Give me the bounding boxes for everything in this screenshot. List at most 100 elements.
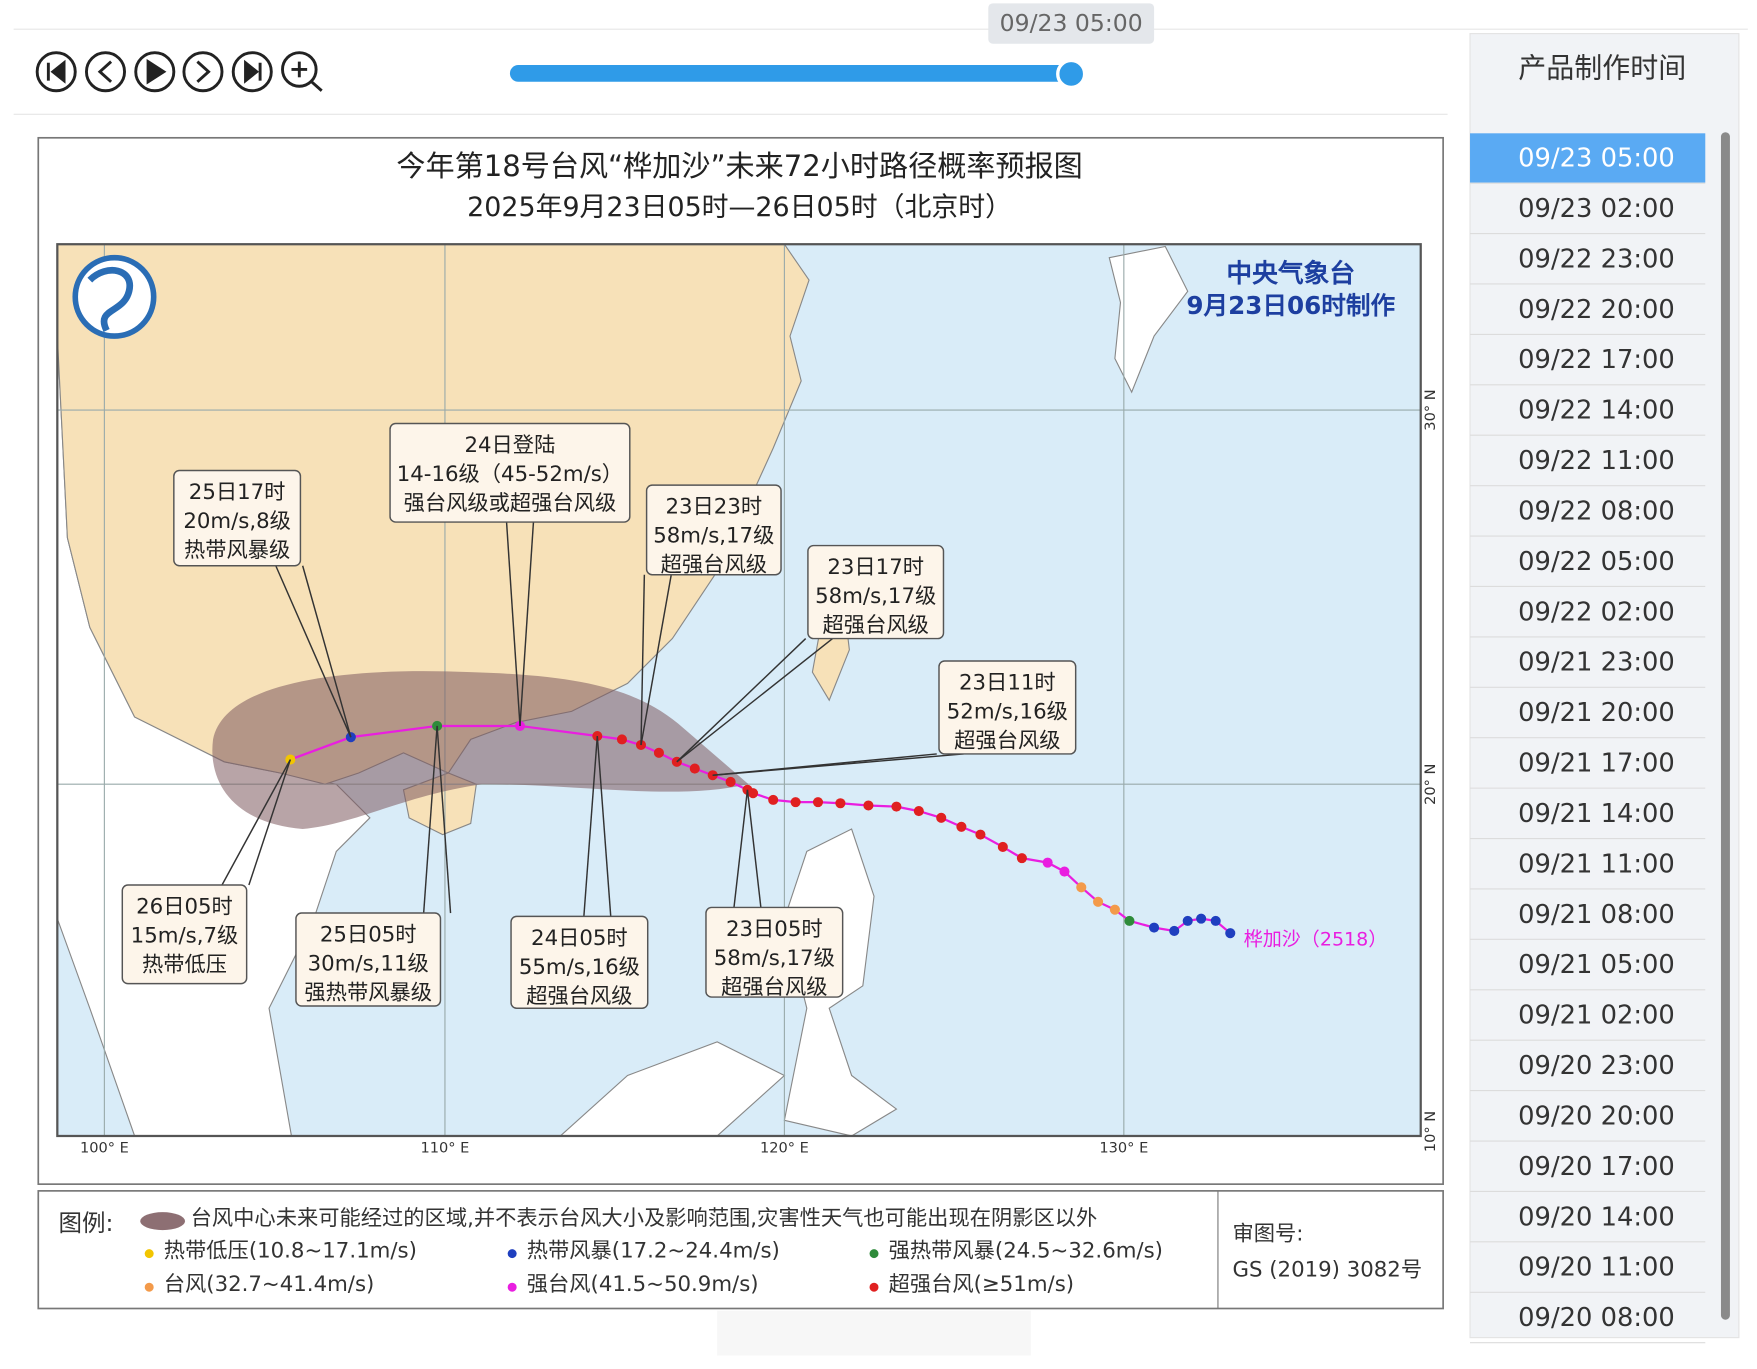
slider-handle[interactable]: [1056, 58, 1087, 90]
callout-box: [389, 422, 631, 523]
callout-text: 15m/s,7级: [131, 924, 239, 949]
time-item-label: 09/21 14:00: [1518, 799, 1675, 829]
time-item[interactable]: 09/22 08:00: [1470, 496, 1706, 537]
lat-label: 30° N: [1422, 389, 1439, 430]
callout-text: 20m/s,8级: [183, 509, 291, 534]
logo-mark: [87, 267, 134, 332]
time-item[interactable]: 09/20 17:00: [1470, 1152, 1706, 1192]
callout-text: 强热带风暴级: [304, 981, 432, 1006]
callout: 24日登陆 14-16级（45-52m/s） 强台风级或超强台风级: [389, 422, 631, 726]
time-item-label: 09/22 14:00: [1518, 396, 1675, 426]
callout-box: [295, 912, 442, 1007]
callout-pointer: [221, 759, 291, 886]
next-button[interactable]: [182, 51, 224, 93]
time-item[interactable]: 09/23 05:00: [1470, 133, 1706, 184]
play-button[interactable]: [134, 51, 176, 93]
legend-dot: [507, 1282, 517, 1292]
approval-label: 审图号:: [1233, 1222, 1304, 1247]
time-item[interactable]: 09/22 23:00: [1470, 244, 1706, 285]
time-item[interactable]: 09/22 11:00: [1470, 446, 1706, 487]
legend-title: 图例:: [58, 1209, 113, 1237]
callout-text: 24日登陆: [464, 433, 555, 458]
time-item[interactable]: 09/22 02:00: [1470, 597, 1706, 638]
time-item[interactable]: 09/20 23:00: [1470, 1051, 1706, 1092]
callout-box: [173, 469, 302, 567]
legend-box: [37, 1190, 1444, 1310]
time-item[interactable]: 09/22 14:00: [1470, 396, 1706, 436]
callout-pointer: [583, 735, 599, 917]
legend-levels: 热带低压(10.8~17.1m/s) 热带风暴(17.2~24.4m/s) 强热带风…: [144, 1238, 1163, 1297]
scrollbar[interactable]: [1720, 132, 1730, 1320]
time-item[interactable]: 09/21 05:00: [1470, 950, 1706, 991]
time-item[interactable]: 09/21 14:00: [1470, 799, 1706, 840]
track: [285, 720, 1236, 939]
callout-pointer: [436, 725, 452, 914]
track-point: [1169, 925, 1180, 937]
legend-level: 超强台风(≥51m/s): [889, 1272, 1075, 1297]
lon-label: 100° E: [80, 1139, 129, 1156]
track-point: [1109, 904, 1120, 915]
time-item[interactable]: 09/21 02:00: [1470, 1001, 1706, 1041]
time-item[interactable]: 09/22 17:00: [1470, 345, 1706, 386]
time-item[interactable]: 09/20 11:00: [1470, 1253, 1706, 1293]
callout-text: 24日05时: [531, 926, 628, 951]
track-point: [1124, 915, 1135, 926]
time-item[interactable]: 09/20 20:00: [1470, 1101, 1706, 1142]
time-item[interactable]: 09/23 02:00: [1470, 194, 1706, 235]
track-point: [1093, 896, 1104, 907]
callout-text: 23日11时: [959, 670, 1056, 695]
time-item[interactable]: 09/20 08:00: [1470, 1303, 1706, 1344]
track-point: [975, 829, 986, 840]
callout-pointer: [712, 753, 964, 776]
callout-text: 25日05时: [320, 922, 417, 947]
time-list: 09/23 05:00 09/23 02:00 09/22 23:00 09/22 2…: [1470, 133, 1706, 1344]
map-subtitle: 2025年9月23日05时—26日05时（北京时）: [467, 192, 1012, 223]
time-item[interactable]: 09/20 14:00: [1470, 1202, 1706, 1243]
lat-label: 20° N: [1422, 764, 1439, 805]
time-item[interactable]: 09/22 05:00: [1470, 547, 1706, 588]
time-item-label: 09/21 20:00: [1518, 698, 1675, 728]
time-item[interactable]: 09/21 17:00: [1470, 749, 1706, 789]
time-item-label: 09/20 08:00: [1518, 1303, 1675, 1333]
time-item-label: 09/22 02:00: [1518, 597, 1675, 627]
track-point: [1225, 928, 1236, 939]
track-point: [1042, 857, 1053, 868]
time-item[interactable]: 09/22 20:00: [1470, 295, 1706, 335]
callout-text: 55m/s,16级: [519, 955, 640, 980]
time-item-label: 09/22 23:00: [1518, 244, 1675, 274]
track-point: [936, 812, 947, 823]
callout-text: 23日05时: [726, 917, 823, 942]
legend-level: 强台风(41.5~50.9m/s): [527, 1272, 759, 1297]
last-button[interactable]: [231, 51, 273, 93]
prev-button[interactable]: [84, 51, 126, 93]
time-item[interactable]: 09/21 20:00: [1470, 698, 1706, 739]
time-item[interactable]: 09/21 23:00: [1470, 648, 1706, 688]
callout-pointer: [733, 789, 749, 908]
legend-level: 强热带风暴(24.5~32.6m/s): [889, 1238, 1163, 1263]
callout-text: 30m/s,11级: [308, 952, 429, 977]
callout-pointer: [275, 565, 352, 738]
track-point: [1149, 922, 1160, 933]
time-item-label: 09/22 05:00: [1518, 547, 1675, 577]
track-point: [1196, 913, 1207, 924]
time-item-label: 09/23 02:00: [1518, 194, 1675, 224]
callout-text: 26日05时: [136, 894, 233, 919]
zoom-button[interactable]: [281, 51, 323, 92]
callout-pointer: [519, 522, 535, 726]
track-point: [835, 798, 846, 809]
first-button[interactable]: [35, 51, 77, 93]
time-item[interactable]: 09/21 11:00: [1470, 849, 1706, 890]
callout-text: 强台风级或超强台风级: [404, 491, 617, 516]
callout-box: [510, 915, 649, 1009]
time-item[interactable]: 09/21 08:00: [1470, 900, 1706, 940]
probability-cone: [212, 671, 749, 830]
slider-track[interactable]: [509, 64, 1071, 82]
callout-text: 14-16级（45-52m/s）: [397, 462, 623, 487]
approval-number: GS (2019) 3082号: [1233, 1257, 1423, 1282]
time-item-label: 09/21 08:00: [1518, 900, 1675, 930]
cone-legend: 台风中心未来可能经过的区域,并不表示台风大小及影响范围,灾害性天气也可能出现在阴…: [191, 1206, 1098, 1231]
